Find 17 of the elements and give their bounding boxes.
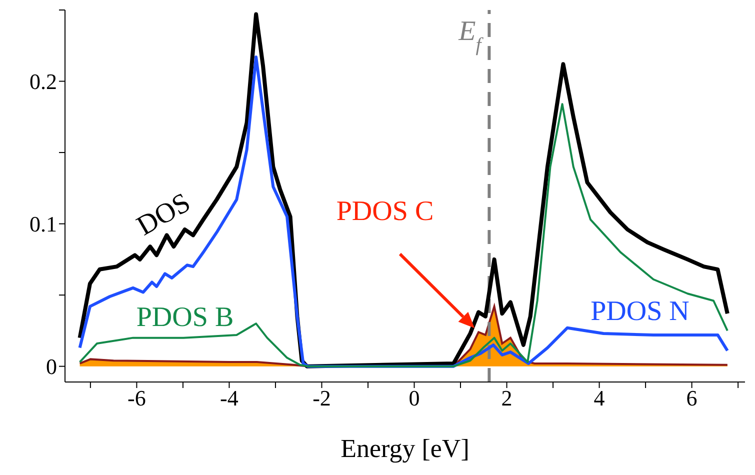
x-tick-label: 6 xyxy=(686,386,698,411)
y-tick-label: 0.1 xyxy=(30,212,57,237)
text: PDOS C xyxy=(336,196,434,227)
x-axis-title: Energy [eV] xyxy=(340,434,470,463)
line-series xyxy=(78,103,728,368)
ref-line-label: E$_{f}$ xyxy=(458,16,484,56)
x-tick-label: -6 xyxy=(128,386,146,411)
x-tick-label: 2 xyxy=(501,386,512,411)
y-tick-label: 0 xyxy=(46,354,57,380)
x-tick-label: 0 xyxy=(408,386,420,411)
series-label: PDOS N xyxy=(590,296,690,327)
x-tick-label: -2 xyxy=(312,386,331,411)
x-tick-label: -4 xyxy=(220,386,238,411)
x-tick-label: 4 xyxy=(594,386,605,411)
y-tick-label: 0.2 xyxy=(30,69,57,94)
series-label: PDOS B xyxy=(136,302,234,333)
text: DOS xyxy=(132,187,196,242)
